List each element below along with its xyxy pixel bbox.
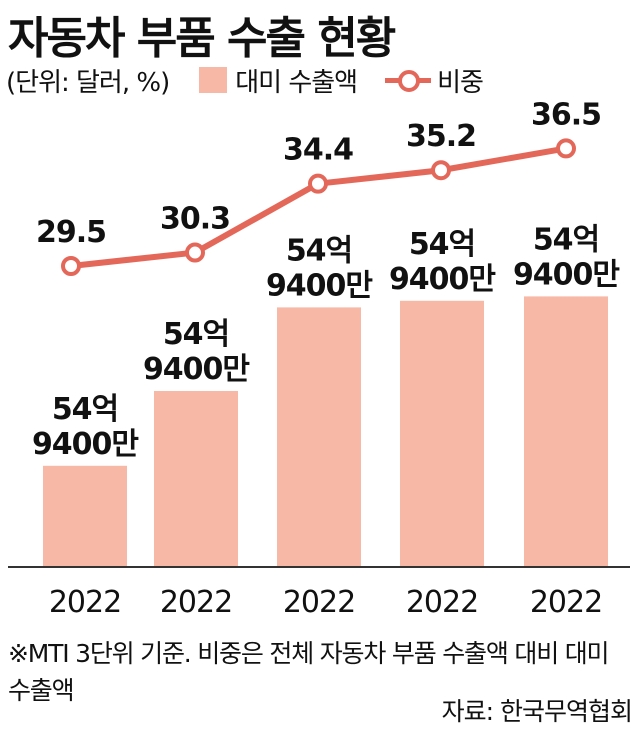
line-point <box>185 242 205 263</box>
bar <box>277 307 361 567</box>
source-note: 자료: 한국무역협회 <box>441 697 633 726</box>
bar <box>400 300 484 567</box>
bar-value-label: 9400만 <box>266 268 373 303</box>
bar-value-label: 9400만 <box>32 427 139 462</box>
bar-value-label: 9400만 <box>143 352 250 387</box>
x-tick-label: 2022 <box>160 585 232 620</box>
line-value-label: 36.5 <box>531 97 601 132</box>
combo-chart: 54억9400만54억9400만54억9400만54억9400만54억9400만… <box>8 97 630 620</box>
legend-bar-label: 대미 수출액 <box>235 67 358 98</box>
line-point <box>556 138 576 159</box>
bar <box>524 296 608 567</box>
unit-label: (단위: 달러, %) <box>6 67 170 98</box>
footnote: ※MTI 3단위 기준. 비중은 전체 자동차 부품 수출액 대비 대미 수출액 <box>8 639 610 705</box>
bar-value-label: 54억 <box>409 227 475 262</box>
bar-value-label: 54억 <box>163 317 229 352</box>
bar-value-label: 54억 <box>286 233 352 268</box>
bar-value-label: 54억 <box>533 222 599 257</box>
bar-value-label: 9400만 <box>389 262 496 297</box>
legend-line-swatch <box>385 67 432 93</box>
line-value-label: 35.2 <box>406 119 476 154</box>
legend-line-label: 비중 <box>437 67 484 98</box>
x-tick-label: 2022 <box>406 585 478 620</box>
x-tick-label: 2022 <box>530 585 602 620</box>
bar <box>154 391 238 567</box>
bar-value-label: 9400만 <box>513 257 620 292</box>
x-tick-label: 2022 <box>283 585 355 620</box>
line-point <box>431 160 451 181</box>
line-point <box>61 256 81 276</box>
bar-value-label: 54억 <box>52 392 118 427</box>
line-value-label: 30.3 <box>160 202 230 237</box>
line-value-label: 34.4 <box>283 133 353 168</box>
legend-bar-swatch <box>199 67 228 93</box>
x-tick-label: 2022 <box>49 585 121 620</box>
chart-title: 자동차 부품 수출 현황 <box>8 13 396 64</box>
line-value-label: 29.5 <box>36 215 106 250</box>
legend: (단위: 달러, %) 대미 수출액 비중 <box>6 62 484 98</box>
line-point <box>308 173 328 194</box>
bar <box>43 465 127 567</box>
